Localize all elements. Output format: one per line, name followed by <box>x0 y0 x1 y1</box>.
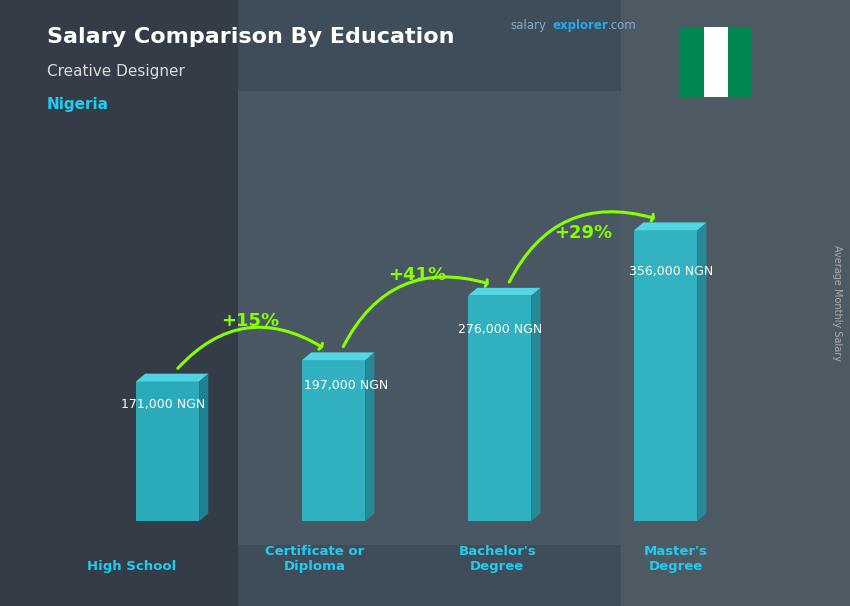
Polygon shape <box>199 374 208 521</box>
Text: explorer: explorer <box>552 19 609 32</box>
Text: +15%: +15% <box>222 312 280 330</box>
Polygon shape <box>468 288 541 296</box>
Polygon shape <box>531 288 541 521</box>
Polygon shape <box>697 222 706 521</box>
Bar <box>620 0 850 606</box>
Text: Creative Designer: Creative Designer <box>47 64 184 79</box>
Text: .com: .com <box>608 19 637 32</box>
Text: Salary Comparison By Education: Salary Comparison By Education <box>47 27 454 47</box>
Text: +41%: +41% <box>388 266 445 284</box>
Polygon shape <box>366 353 374 521</box>
Text: High School: High School <box>87 560 177 573</box>
Bar <box>0 0 238 606</box>
Polygon shape <box>468 296 531 521</box>
Bar <box>704 27 728 97</box>
Text: Master's
Degree: Master's Degree <box>643 545 708 573</box>
Polygon shape <box>136 381 199 521</box>
Bar <box>728 27 752 97</box>
Polygon shape <box>634 222 706 230</box>
Text: 276,000 NGN: 276,000 NGN <box>458 322 542 336</box>
Bar <box>680 27 704 97</box>
Bar <box>238 91 620 545</box>
Text: 356,000 NGN: 356,000 NGN <box>629 265 713 278</box>
Polygon shape <box>136 374 208 381</box>
Text: Bachelor's
Degree: Bachelor's Degree <box>458 545 536 573</box>
Polygon shape <box>302 353 374 360</box>
Text: Certificate or
Diploma: Certificate or Diploma <box>265 545 364 573</box>
Text: 171,000 NGN: 171,000 NGN <box>122 398 206 411</box>
Text: 197,000 NGN: 197,000 NGN <box>303 379 388 393</box>
Text: Average Monthly Salary: Average Monthly Salary <box>831 245 842 361</box>
Polygon shape <box>302 360 366 521</box>
Text: +29%: +29% <box>553 224 612 242</box>
Polygon shape <box>634 230 697 521</box>
Text: salary: salary <box>510 19 546 32</box>
Text: Nigeria: Nigeria <box>47 97 109 112</box>
